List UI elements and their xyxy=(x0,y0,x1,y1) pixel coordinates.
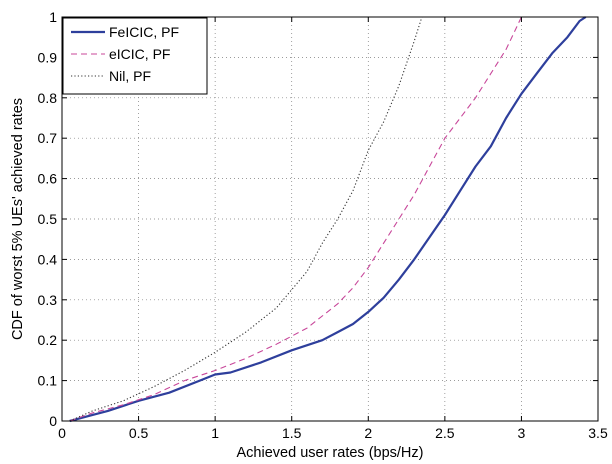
x-tick-label: 3.5 xyxy=(588,425,608,441)
legend-label: eICIC, PF xyxy=(109,46,170,62)
axis-ticks: 0 0.5 1 1.5 2 2.5 3 3.5 0 0.1 0.2 0.3 0.4 0.5 0.6 0.7 0.… xyxy=(38,9,608,441)
legend: FeICIC, PF eICIC, PF Nil, PF xyxy=(62,17,208,95)
y-tick-label: 0.4 xyxy=(38,251,58,267)
y-tick-label: 1 xyxy=(49,9,57,25)
y-tick-label: 0.1 xyxy=(38,373,58,389)
series-line-1 xyxy=(69,16,522,422)
x-axis-label: Achieved user rates (bps/Hz) xyxy=(237,445,424,461)
y-tick-label: 0.5 xyxy=(38,211,58,227)
x-tick-label: 1.5 xyxy=(282,425,302,441)
legend-label: Nil, PF xyxy=(109,68,151,84)
series-line-2 xyxy=(69,16,423,422)
series-lines xyxy=(69,16,587,423)
x-tick-label: 1 xyxy=(211,425,219,441)
x-tick-label: 0.5 xyxy=(129,425,149,441)
y-tick-label: 0.3 xyxy=(38,292,58,308)
x-tick-label: 2 xyxy=(364,425,372,441)
y-tick-label: 0 xyxy=(49,413,57,429)
legend-box xyxy=(62,17,208,95)
x-tick-label: 3 xyxy=(518,425,526,441)
y-tick-label: 0.6 xyxy=(38,171,58,187)
grid-lines xyxy=(62,17,598,421)
x-tick-label: 0 xyxy=(58,425,66,441)
y-tick-label: 0.2 xyxy=(38,332,58,348)
series-line-0 xyxy=(69,16,587,423)
x-tick-label: 2.5 xyxy=(435,425,455,441)
legend-label: FeICIC, PF xyxy=(109,24,179,40)
y-tick-label: 0.7 xyxy=(38,130,58,146)
y-axis-label: CDF of worst 5% UEs' achieved rates xyxy=(10,98,26,340)
y-tick-label: 0.8 xyxy=(38,90,58,106)
y-tick-label: 0.9 xyxy=(38,49,58,65)
